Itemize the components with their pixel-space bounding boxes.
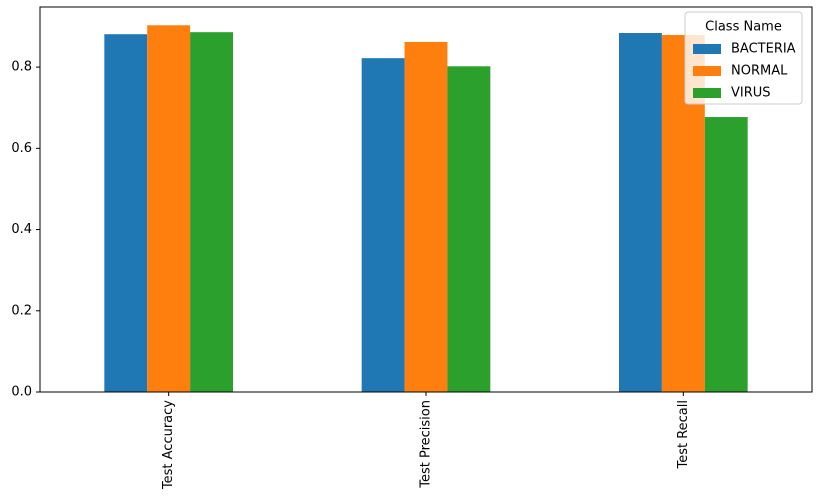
- bar: [104, 34, 148, 393]
- bar: [147, 25, 191, 392]
- legend-swatch: [693, 44, 721, 54]
- bar: [361, 58, 405, 392]
- legend-label: NORMAL: [731, 64, 788, 79]
- bar: [619, 32, 662, 392]
- bar: [190, 32, 233, 393]
- x-tick-label: Test Recall: [676, 400, 691, 470]
- legend-swatch: [693, 66, 721, 76]
- y-tick-label: 0.6: [11, 141, 32, 156]
- bar: [404, 41, 448, 393]
- legend-swatch: [693, 88, 721, 98]
- legend-label: VIRUS: [731, 86, 771, 101]
- x-tick-label: Test Accuracy: [161, 400, 176, 490]
- x-tick-label: Test Precision: [419, 400, 434, 489]
- y-tick-label: 0.2: [11, 303, 32, 318]
- y-tick-label: 0.4: [11, 222, 32, 237]
- legend-label: BACTERIA: [731, 42, 796, 57]
- y-tick-label: 0.8: [11, 60, 32, 75]
- legend: Class Name BACTERIA NORMAL VIRUS: [684, 11, 803, 105]
- legend-box: [684, 11, 803, 105]
- plot-frame: [39, 6, 813, 393]
- y-tick-label: 0.0: [11, 385, 32, 400]
- bar: [704, 117, 748, 392]
- bar: [447, 66, 491, 393]
- legend-title: Class Name: [705, 20, 782, 35]
